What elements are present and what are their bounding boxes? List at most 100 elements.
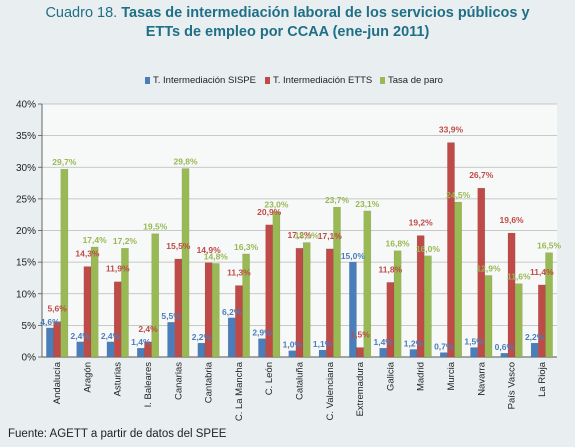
data-label: 1,5% xyxy=(350,330,370,340)
x-tick-label: Extremadura xyxy=(355,361,366,416)
bar-0 xyxy=(500,353,509,358)
data-label: 4,6% xyxy=(40,317,60,327)
bar-2 xyxy=(121,248,129,358)
data-label: 20,9% xyxy=(257,207,282,217)
title-main: Tasas de intermediación laboral de los s… xyxy=(121,5,530,21)
data-label: 11,3% xyxy=(227,268,251,278)
data-label: 23,7% xyxy=(325,195,350,205)
data-label: 1,2% xyxy=(404,338,424,348)
bar-0 xyxy=(137,347,145,358)
data-label: 11,8% xyxy=(379,264,403,274)
bar-0 xyxy=(439,352,448,358)
y-tick-label: 25% xyxy=(16,194,36,205)
data-label: 2,4% xyxy=(101,331,121,341)
bar-2 xyxy=(424,255,432,358)
legend-label: T. Intermediación ETTS xyxy=(273,75,372,86)
data-label: 29,8% xyxy=(173,157,198,167)
data-label: 5,6% xyxy=(47,304,67,314)
x-tick-label: Asturias xyxy=(113,362,124,397)
data-label: 26,7% xyxy=(469,170,494,180)
bar-2 xyxy=(181,168,190,358)
data-label: 33,9% xyxy=(439,125,464,135)
bar-0 xyxy=(409,349,418,358)
legend-swatch xyxy=(380,77,385,84)
y-tick-label: 15% xyxy=(16,258,36,269)
bar-2 xyxy=(363,210,372,358)
bar-0 xyxy=(106,341,115,358)
bar-2 xyxy=(514,283,523,358)
data-label: 17,4% xyxy=(83,235,108,245)
data-label: 15,5% xyxy=(166,241,191,251)
data-label: 14,8% xyxy=(204,251,229,261)
x-tick-label: C. La Mancha xyxy=(234,361,245,421)
bar-0 xyxy=(258,338,266,358)
title-label: Cuadro 18. xyxy=(45,5,118,21)
data-label: 23,0% xyxy=(264,200,289,210)
bar-2 xyxy=(212,263,220,358)
data-label: 23,1% xyxy=(355,199,380,209)
y-tick-label: 30% xyxy=(16,163,36,174)
data-label: 0,7% xyxy=(434,342,454,352)
bar-1 xyxy=(447,142,455,358)
y-tick-label: 40% xyxy=(16,100,36,111)
data-label: 6,2% xyxy=(222,307,242,317)
x-tick-label: Andalucía xyxy=(52,361,63,404)
bar-1 xyxy=(507,232,516,358)
data-label: 1,5% xyxy=(464,337,484,347)
bar-1 xyxy=(538,284,546,358)
y-tick-label: 20% xyxy=(16,226,36,237)
bar-0 xyxy=(470,347,478,358)
bar-2 xyxy=(454,201,462,358)
bar-2 xyxy=(484,275,493,358)
bar-0 xyxy=(318,349,327,358)
bar-2 xyxy=(60,168,69,358)
x-tick-label: Galicia xyxy=(385,361,396,391)
bar-0 xyxy=(379,347,387,358)
data-label: 17,2% xyxy=(287,230,312,240)
x-tick-label: Murcia xyxy=(446,361,457,390)
data-label: 17,1% xyxy=(318,231,343,241)
bar-0 xyxy=(227,317,236,358)
data-label: 19,5% xyxy=(143,222,168,232)
data-label: 19,6% xyxy=(500,215,525,225)
bar-0 xyxy=(288,350,297,358)
legend-label: T. Intermediación SISPE xyxy=(153,75,256,86)
legend-swatch xyxy=(145,77,150,84)
x-tick-label: C. Valenciana xyxy=(325,361,336,420)
y-tick-label: 0% xyxy=(22,353,37,364)
data-label: 2,4% xyxy=(138,324,158,334)
data-label: 12,9% xyxy=(476,263,501,273)
data-label: 2,2% xyxy=(525,332,545,342)
data-label: 11,4% xyxy=(530,267,554,277)
data-label: 16,3% xyxy=(234,242,259,252)
bar-1 xyxy=(235,285,243,358)
data-label: 18,1% xyxy=(295,231,320,241)
data-label: 11,9% xyxy=(106,264,130,274)
data-label: 1,1% xyxy=(313,339,333,349)
bar-2 xyxy=(242,253,250,358)
bar-0 xyxy=(197,342,206,358)
data-label: 0,6% xyxy=(495,342,515,352)
data-label: 19,2% xyxy=(409,218,434,228)
data-label: 16,0% xyxy=(416,244,441,254)
x-tick-label: Cantabria xyxy=(204,361,215,403)
y-tick-label: 35% xyxy=(16,131,36,142)
data-label: 24,5% xyxy=(446,190,471,200)
data-label: 16,5% xyxy=(537,241,562,251)
x-tick-label: Canarias xyxy=(173,362,184,400)
bar-0 xyxy=(76,341,85,358)
data-label: 1,4% xyxy=(131,337,151,347)
bar-2 xyxy=(545,252,553,358)
data-label: 11,6% xyxy=(507,272,531,282)
x-tick-label: Madrid xyxy=(416,362,427,391)
data-label: 14,3% xyxy=(75,249,100,259)
bar-0 xyxy=(530,342,539,358)
bar-2 xyxy=(302,242,311,358)
x-tick-label: Aragón xyxy=(82,362,93,393)
x-tick-label: País Vasco xyxy=(507,362,518,409)
x-tick-label: Navarra xyxy=(476,361,487,396)
bar-1 xyxy=(356,347,364,358)
bar-2 xyxy=(90,246,99,358)
bar-1 xyxy=(113,281,122,358)
